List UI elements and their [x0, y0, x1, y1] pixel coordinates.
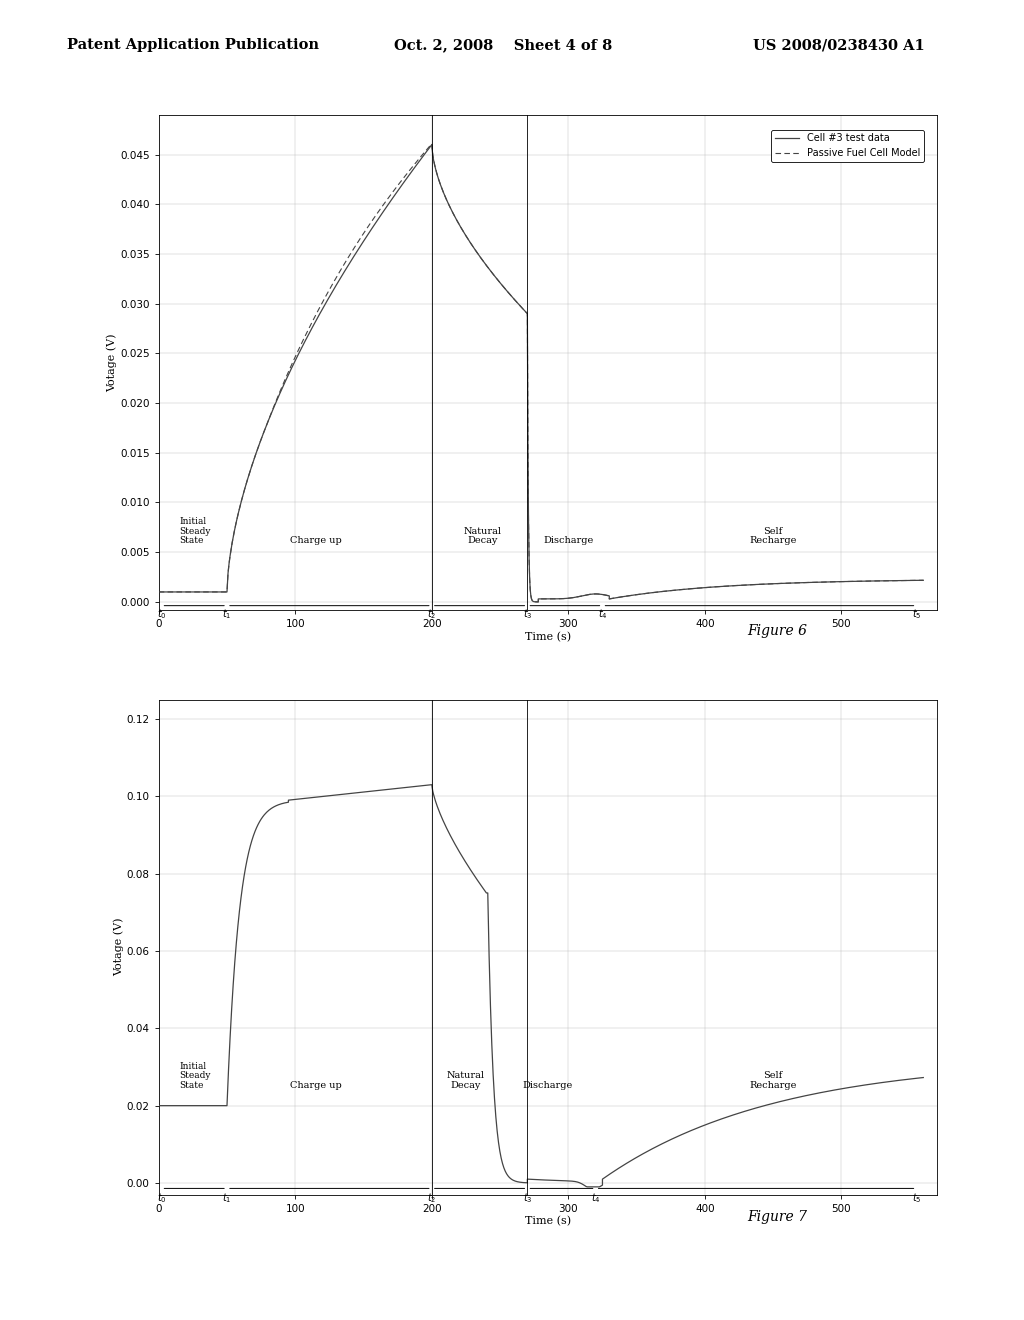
Text: $t_2$: $t_2$ — [427, 607, 436, 622]
X-axis label: Time (s): Time (s) — [524, 632, 571, 642]
Text: $t_2$: $t_2$ — [427, 1191, 436, 1205]
Text: Initial
Steady
State: Initial Steady State — [179, 1061, 211, 1090]
Text: $t_4$: $t_4$ — [591, 1191, 600, 1205]
Legend: Cell #3 test data, Passive Fuel Cell Model: Cell #3 test data, Passive Fuel Cell Mod… — [771, 129, 925, 162]
Text: Discharge: Discharge — [522, 1081, 573, 1090]
X-axis label: Time (s): Time (s) — [524, 1217, 571, 1226]
Text: Charge up: Charge up — [290, 1081, 342, 1090]
Y-axis label: Votage (V): Votage (V) — [106, 333, 118, 392]
Y-axis label: Votage (V): Votage (V) — [114, 917, 124, 977]
Text: $t_0$: $t_0$ — [157, 1191, 166, 1205]
Text: Patent Application Publication: Patent Application Publication — [67, 38, 318, 53]
Text: Figure 7: Figure 7 — [748, 1210, 808, 1225]
Text: $t_3$: $t_3$ — [522, 1191, 532, 1205]
Text: Natural
Decay: Natural Decay — [463, 527, 502, 545]
Text: Discharge: Discharge — [543, 536, 594, 545]
Text: Initial
Steady
State: Initial Steady State — [179, 517, 211, 545]
Text: $t_4$: $t_4$ — [598, 607, 607, 622]
Text: $t_1$: $t_1$ — [222, 607, 231, 622]
Text: $t_0$: $t_0$ — [157, 607, 166, 622]
Text: US 2008/0238430 A1: US 2008/0238430 A1 — [753, 38, 925, 53]
Text: Self
Recharge: Self Recharge — [750, 527, 797, 545]
Text: Charge up: Charge up — [290, 536, 342, 545]
Text: Natural
Decay: Natural Decay — [446, 1072, 485, 1090]
Text: $t_3$: $t_3$ — [522, 607, 532, 622]
Text: Self
Recharge: Self Recharge — [750, 1072, 797, 1090]
Text: $t_5$: $t_5$ — [911, 607, 922, 622]
Text: Figure 6: Figure 6 — [748, 624, 808, 639]
Text: $t_5$: $t_5$ — [911, 1191, 922, 1205]
Text: $t_1$: $t_1$ — [222, 1191, 231, 1205]
Text: Oct. 2, 2008    Sheet 4 of 8: Oct. 2, 2008 Sheet 4 of 8 — [394, 38, 612, 53]
